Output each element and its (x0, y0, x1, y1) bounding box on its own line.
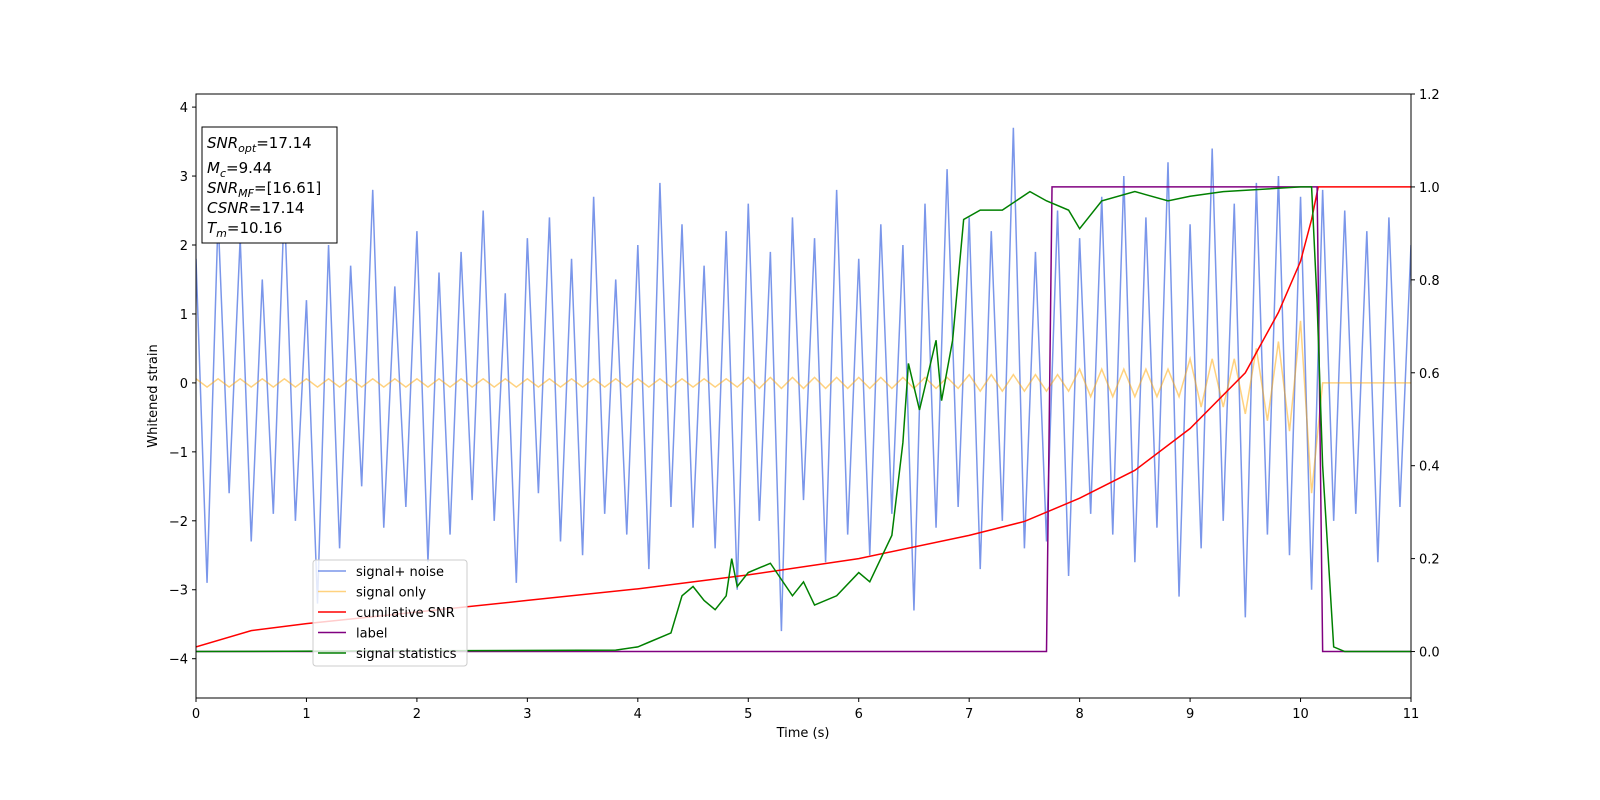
x-tick-label: 5 (744, 707, 752, 722)
series-line (196, 186, 1411, 653)
y2-tick-label: 0.6 (1419, 367, 1440, 382)
x-tick-label: 6 (855, 707, 863, 722)
y-tick-label: −1 (169, 446, 188, 461)
annotation-value: =[16.61] (254, 179, 321, 197)
y-tick-label: 3 (180, 170, 188, 185)
annotation-subscript: c (220, 167, 226, 180)
y2-tick-label: 1.2 (1419, 88, 1440, 103)
y-tick-label: 1 (180, 308, 188, 323)
annotation-subscript: opt (238, 142, 257, 155)
annotation: SNRopt=17.14 (207, 134, 312, 155)
legend-box (312, 559, 468, 667)
y2-tick-label: 0.2 (1419, 553, 1440, 568)
plot-frame (195, 93, 1412, 699)
series-line (196, 127, 1411, 632)
y-tick-label: −3 (169, 584, 188, 599)
y-tick-label: 2 (180, 239, 188, 254)
y-tick-label: 0 (180, 377, 188, 392)
annotation-box (201, 126, 338, 244)
y2-tick-label: 0.0 (1419, 646, 1440, 661)
annotation-value: =17.14 (249, 199, 305, 217)
annotation: Tm=10.16 (207, 219, 282, 240)
legend-label: signal+ noise (356, 565, 444, 580)
x-axis-label: Time (s) (776, 726, 830, 741)
annotation-symbol: T (207, 219, 218, 237)
series-line (196, 186, 1411, 653)
annotation-value: =9.44 (226, 159, 272, 177)
legend-label: signal only (356, 586, 426, 601)
x-tick-label: 3 (523, 707, 531, 722)
x-tick-label: 10 (1292, 707, 1309, 722)
annotation-value: =17.14 (256, 134, 312, 152)
x-tick-label: 4 (634, 707, 642, 722)
annotation: CSNR=17.14 (207, 199, 304, 217)
annotation-symbol: M (207, 159, 220, 177)
x-tick-label: 1 (302, 707, 310, 722)
legend-label: cumilative SNR (356, 606, 455, 621)
y-tick-label: −2 (169, 515, 188, 530)
legend-label: signal statistics (356, 647, 457, 662)
y-tick-label: 4 (180, 101, 188, 116)
annotation-subscript: m (216, 227, 227, 240)
annotation-symbol: CSNR (207, 199, 249, 217)
legend-label: label (356, 627, 387, 642)
series-line (196, 320, 1411, 494)
annotation-symbol: SNR (207, 179, 238, 197)
y-tick-label: −4 (169, 653, 188, 668)
annotation-symbol: SNR (207, 134, 238, 152)
x-tick-label: 11 (1403, 707, 1420, 722)
x-tick-label: 7 (965, 707, 973, 722)
y-axis-label: Whitened strain (146, 344, 161, 447)
annotation-subscript: MF (238, 187, 254, 200)
x-tick-label: 9 (1186, 707, 1194, 722)
annotation: Mc=9.44 (207, 159, 272, 180)
annotation-value: =10.16 (227, 219, 283, 237)
y2-tick-label: 1.0 (1419, 181, 1440, 196)
x-tick-label: 0 (192, 707, 200, 722)
annotation: SNRMF=[16.61] (207, 179, 321, 200)
x-tick-label: 8 (1075, 707, 1083, 722)
x-tick-label: 2 (413, 707, 421, 722)
y2-tick-label: 0.8 (1419, 274, 1440, 289)
y2-tick-label: 0.4 (1419, 460, 1440, 475)
